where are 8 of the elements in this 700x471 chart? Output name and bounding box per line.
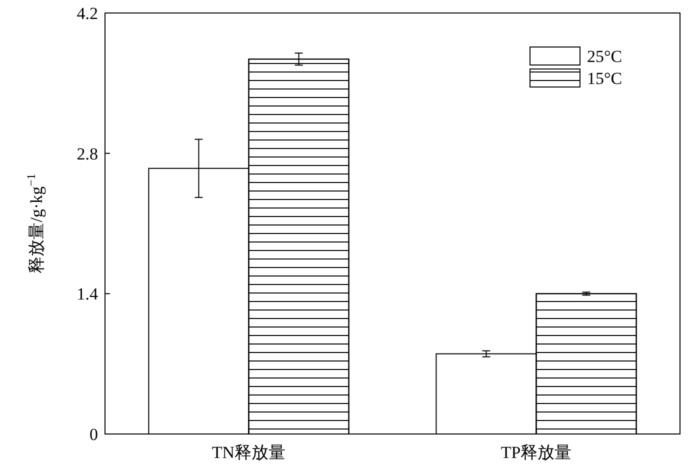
x-tick-label: TP释放量 xyxy=(500,443,572,462)
y-tick-label: 2.8 xyxy=(76,144,98,164)
legend-label: 25°C xyxy=(587,47,622,66)
y-tick-label: 0 xyxy=(90,425,98,444)
legend-label: 15°C xyxy=(587,69,622,88)
y-tick-label: 4.2 xyxy=(76,4,98,23)
y-tick-label: 1.4 xyxy=(76,284,98,304)
x-tick-label: TN释放量 xyxy=(212,443,286,462)
